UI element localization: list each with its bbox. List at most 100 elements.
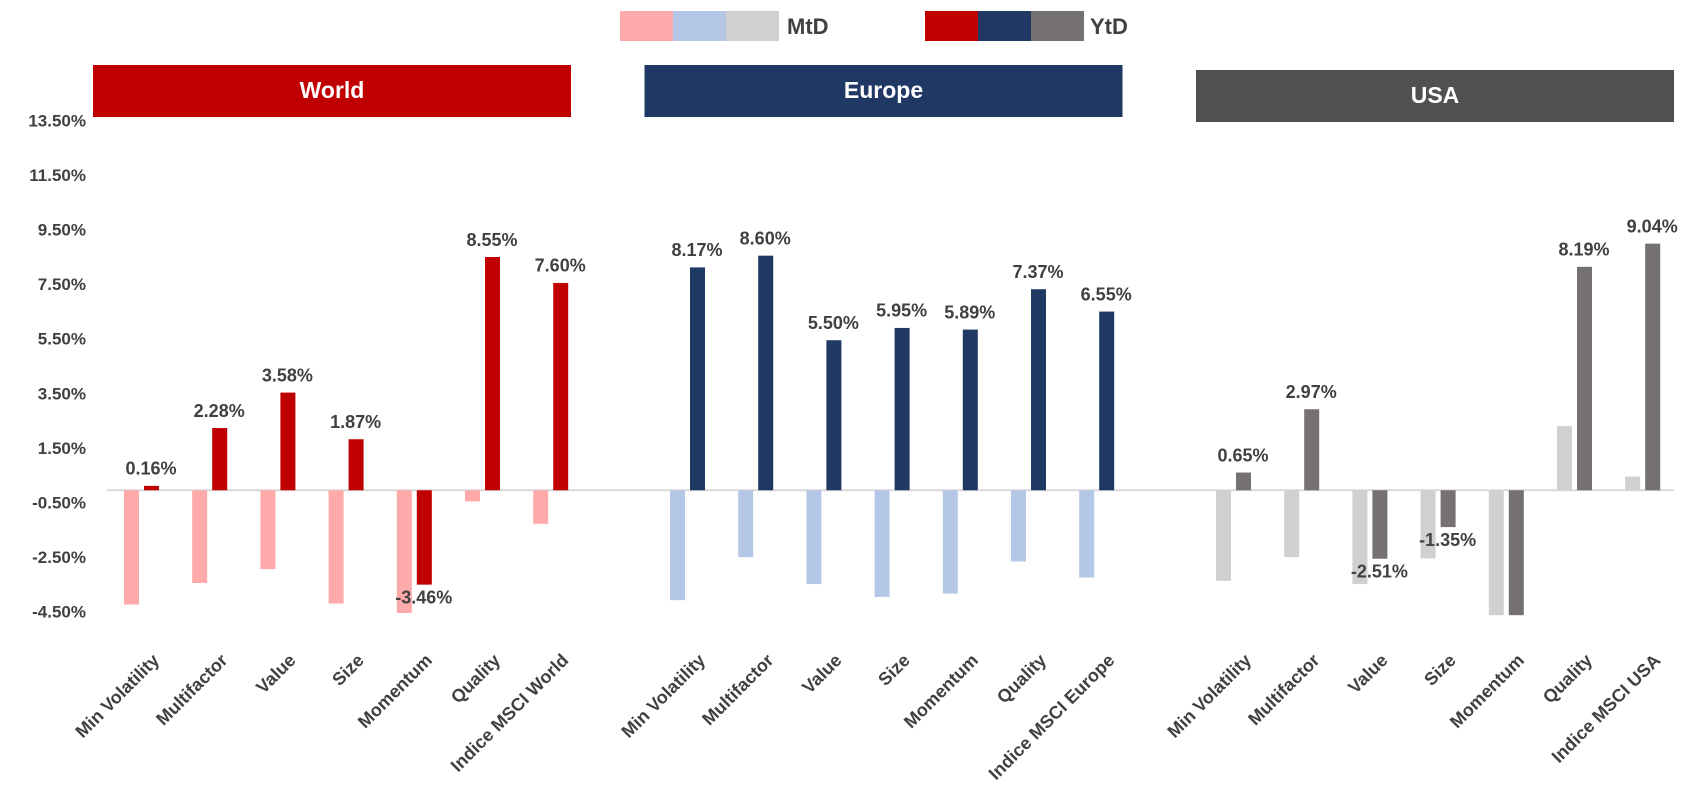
bar [826, 340, 842, 491]
group-banner [644, 65, 1123, 117]
bar [758, 255, 774, 491]
x-tick-label: Size [1420, 650, 1460, 690]
x-tick-label: Quality [1539, 650, 1596, 707]
group-title: World [300, 77, 365, 103]
bar [942, 490, 958, 594]
y-tick-label: -4.50% [32, 602, 86, 621]
legend-swatch [1031, 11, 1084, 41]
y-tick-label: -0.50% [32, 493, 86, 512]
value-label: -2.51% [1351, 561, 1408, 581]
bar [280, 392, 296, 491]
bar [144, 485, 159, 491]
x-tick-label: Multifactor [698, 650, 777, 729]
bar [1577, 266, 1592, 491]
bar [1645, 243, 1661, 491]
legend-swatch [925, 11, 978, 41]
bar [416, 490, 432, 585]
x-tick-label: Size [328, 650, 368, 690]
x-tick-label: Min Volatility [71, 650, 163, 742]
bar [1557, 426, 1572, 491]
y-tick-label: 7.50% [38, 275, 86, 294]
bar [1440, 490, 1456, 528]
bar [1508, 490, 1524, 616]
legend-swatch [673, 11, 726, 41]
bar [1625, 476, 1641, 491]
value-label: 5.89% [944, 302, 995, 322]
y-tick-label: 1.50% [38, 439, 86, 458]
value-label: 7.37% [1012, 262, 1063, 282]
y-tick-label: -2.50% [32, 548, 86, 567]
value-label: 8.19% [1558, 240, 1609, 260]
group-title: USA [1411, 82, 1460, 108]
x-tick-label: Momentum [354, 650, 436, 732]
x-tick-label: Value [252, 650, 299, 697]
bar [192, 490, 208, 583]
value-label: 0.65% [1217, 445, 1268, 465]
x-tick-label: Indice MSCI World [447, 650, 573, 776]
value-label: -1.35% [1419, 530, 1476, 550]
value-label: -3.46% [395, 587, 452, 607]
value-label: 2.97% [1286, 382, 1337, 402]
bar [396, 490, 412, 613]
value-label: 0.16% [125, 459, 176, 479]
bar [212, 428, 228, 491]
bar [1304, 409, 1320, 491]
legend-label: YtD [1090, 14, 1128, 39]
bar [1216, 490, 1231, 581]
legend-swatch [978, 11, 1031, 41]
value-label: 5.50% [808, 313, 859, 333]
group-banner [1196, 70, 1674, 122]
bar [690, 267, 705, 491]
legend-swatch [620, 11, 673, 41]
x-tick-label: Quality [993, 650, 1050, 707]
x-tick-label: Multifactor [152, 650, 231, 729]
value-label: 8.17% [671, 240, 722, 260]
value-label: 9.04% [1627, 216, 1678, 236]
bar [1031, 289, 1046, 491]
bar [553, 282, 569, 491]
bar [465, 490, 480, 502]
value-label: 6.55% [1081, 284, 1132, 304]
bar [485, 257, 500, 491]
bar [670, 490, 685, 601]
value-label: 8.55% [466, 230, 517, 250]
bar [1011, 490, 1026, 562]
y-tick-label: 5.50% [38, 330, 86, 349]
y-tick-label: 13.50% [28, 111, 86, 130]
x-tick-label: Quality [447, 650, 504, 707]
bar [1236, 472, 1251, 491]
x-tick-label: Momentum [1446, 650, 1528, 732]
x-tick-label: Min Volatility [1163, 650, 1255, 742]
y-tick-label: 9.50% [38, 221, 86, 240]
x-tick-label: Value [798, 650, 845, 697]
y-tick-label: 11.50% [29, 166, 86, 185]
bar [1284, 490, 1300, 558]
bar [894, 327, 910, 491]
legend-swatch [726, 11, 779, 41]
x-tick-label: Multifactor [1244, 650, 1323, 729]
bar [260, 490, 276, 570]
bar [962, 329, 978, 491]
bar [533, 490, 549, 524]
bar [1372, 490, 1388, 559]
bar [1099, 311, 1115, 491]
bar [328, 490, 344, 604]
x-tick-label: Value [1344, 650, 1391, 697]
x-tick-label: Momentum [900, 650, 982, 732]
value-label: 3.58% [262, 365, 313, 385]
value-label: 8.60% [740, 228, 791, 248]
x-tick-label: Indice MSCI Europe [985, 650, 1119, 780]
value-label: 1.87% [330, 412, 381, 432]
bar [124, 490, 139, 605]
bar [874, 490, 890, 597]
bar [1488, 490, 1504, 616]
value-label: 2.28% [194, 401, 245, 421]
x-tick-label: Min Volatility [617, 650, 709, 742]
bar [738, 490, 754, 558]
group-title: Europe [844, 77, 923, 103]
x-tick-label: Size [874, 650, 914, 690]
group-banner [93, 65, 571, 117]
bar [348, 439, 364, 491]
bar [1420, 490, 1436, 559]
